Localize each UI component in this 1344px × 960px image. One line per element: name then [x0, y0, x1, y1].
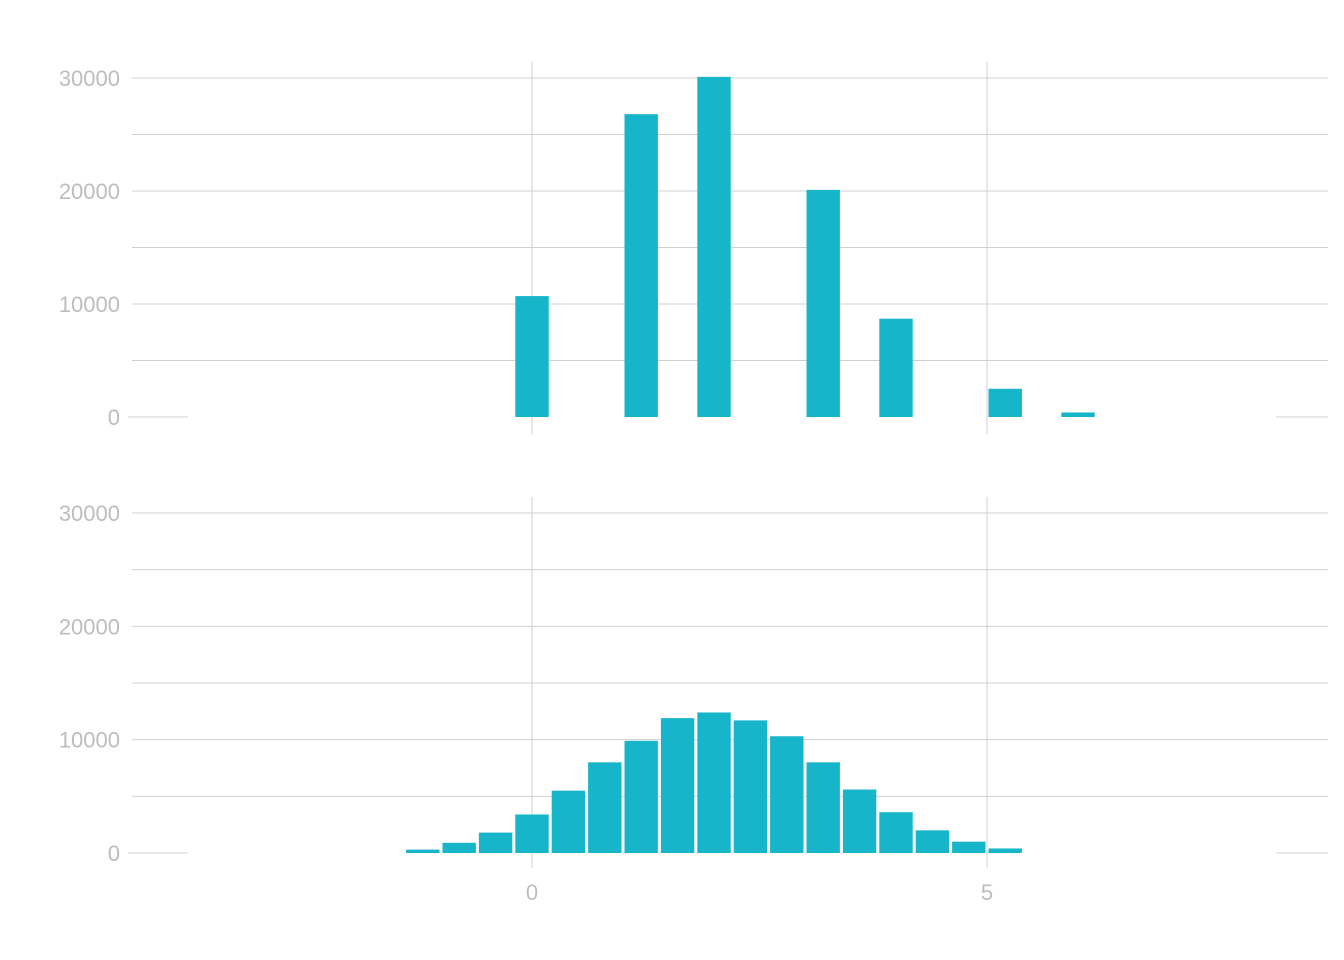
histogram-bar [806, 189, 840, 417]
x-tick-label: 5 [981, 880, 993, 905]
histogram-bar [588, 762, 622, 853]
y-tick-label: 10000 [59, 292, 120, 317]
histogram-bar [551, 790, 586, 853]
histogram-bar [515, 814, 549, 853]
histogram-bar [515, 296, 549, 417]
histogram-bar [879, 812, 913, 853]
y-tick-label: 30000 [59, 66, 120, 91]
histogram-bar [1061, 412, 1095, 417]
histogram-bar [988, 848, 1022, 853]
y-tick-label: 20000 [59, 179, 120, 204]
y-tick-label: 0 [108, 405, 120, 430]
histogram-bar [624, 114, 658, 417]
y-tick-label: 0 [108, 841, 120, 866]
histogram-bar [770, 736, 804, 853]
histogram-bar [879, 318, 913, 417]
histogram-bar [733, 720, 768, 853]
histogram-bar [442, 842, 476, 853]
histogram-bar [660, 718, 695, 853]
top-histogram-panel: 0 10000 20000 30000 [59, 62, 1328, 434]
histogram-bar [406, 849, 440, 853]
y-tick-label: 20000 [59, 614, 120, 639]
histogram-bar [624, 740, 658, 853]
y-tick-label: 10000 [59, 728, 120, 753]
histogram-bar [842, 789, 877, 853]
histogram-bar [915, 830, 950, 853]
x-tick-label: 0 [526, 880, 538, 905]
histogram-bar [806, 762, 840, 853]
histogram-bar [697, 76, 731, 418]
y-tick-label: 30000 [59, 501, 120, 526]
histogram-bar [478, 832, 513, 853]
histogram-bar [952, 841, 986, 853]
histogram-bar [988, 388, 1022, 417]
bottom-histogram-panel: 0 10000 20000 30000 0 5 [59, 497, 1328, 905]
histogram-bar [697, 712, 731, 853]
